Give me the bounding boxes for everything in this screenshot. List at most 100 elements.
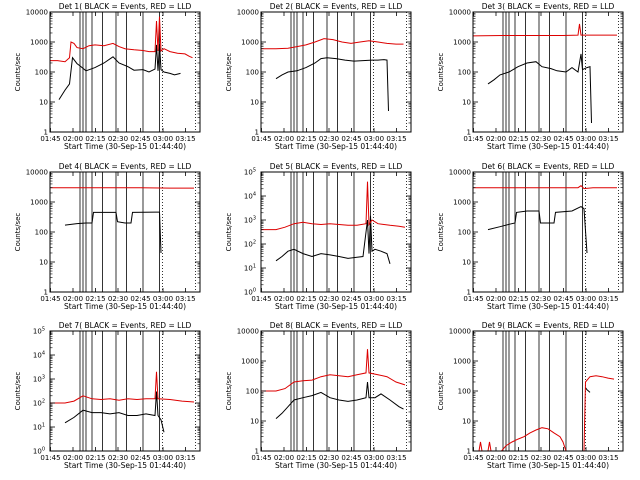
x-tick-label: 03:15 xyxy=(386,295,406,303)
x-tick-label: 01:45 xyxy=(251,454,271,462)
y-tick-label: 1 xyxy=(255,448,259,456)
x-tick-label: 02:45 xyxy=(341,295,361,303)
lld-series-line xyxy=(50,371,195,404)
events-series-line xyxy=(275,57,389,112)
y-tick-label: 1000 xyxy=(30,39,48,47)
y-tick-label: 100 xyxy=(35,229,48,237)
y-tick-label: 1 xyxy=(44,129,48,137)
x-axis-label: Start Time (30-Sep-15 01:44:40) xyxy=(64,302,186,311)
x-tick-label: 03:15 xyxy=(598,135,618,143)
x-tick-label: 02:30 xyxy=(319,135,339,143)
y-tick-label: 1000 xyxy=(30,199,48,207)
y-tick-label: 103 xyxy=(244,216,256,225)
y-tick-label: 102 xyxy=(33,399,45,408)
y-axis-label: Counts/sec xyxy=(437,213,445,252)
x-tick-label: 01:45 xyxy=(40,454,60,462)
events-series-line xyxy=(64,391,165,433)
y-tick-label: 102 xyxy=(244,240,256,249)
events-series-line xyxy=(275,381,404,419)
y-tick-label: 10 xyxy=(250,99,259,107)
x-tick-label: 02:45 xyxy=(341,454,361,462)
chart-title: Det 3( BLACK = Events, RED = LLD xyxy=(482,2,615,11)
x-axis-label: Start Time (30-Sep-15 01:44:40) xyxy=(275,302,397,311)
x-tick-label: 03:00 xyxy=(364,454,384,462)
x-tick-label: 03:00 xyxy=(576,135,596,143)
y-tick-label: 1000 xyxy=(241,358,259,366)
x-tick-label: 02:15 xyxy=(296,454,316,462)
y-tick-label: 10 xyxy=(462,99,471,107)
x-tick-label: 03:15 xyxy=(175,295,195,303)
x-tick-label: 02:00 xyxy=(63,295,83,303)
y-tick-label: 10 xyxy=(39,99,48,107)
x-tick-label: 03:00 xyxy=(153,135,173,143)
y-tick-label: 1000 xyxy=(453,358,471,366)
events-series-line xyxy=(64,211,162,254)
x-tick-label: 02:00 xyxy=(486,454,506,462)
chart-title: Det 2( BLACK = Events, RED = LLD xyxy=(270,2,403,11)
y-tick-label: 100 xyxy=(244,288,256,297)
y-tick-label: 100 xyxy=(33,447,45,456)
y-tick-label: 100 xyxy=(458,229,471,237)
y-tick-label: 1 xyxy=(467,129,471,137)
y-tick-label: 1 xyxy=(255,129,259,137)
x-tick-label: 01:45 xyxy=(251,295,271,303)
x-tick-label: 02:00 xyxy=(63,454,83,462)
y-tick-label: 1000 xyxy=(453,39,471,47)
y-tick-label: 10000 xyxy=(237,328,259,336)
lld-series-line xyxy=(261,181,406,231)
x-tick-label: 02:15 xyxy=(296,295,316,303)
x-tick-label: 03:00 xyxy=(153,454,173,462)
x-tick-label: 03:15 xyxy=(175,454,195,462)
lld-series-line xyxy=(261,349,406,392)
x-tick-label: 01:45 xyxy=(463,135,483,143)
chart-title: Det 9( BLACK = Events, RED = LLD xyxy=(482,321,615,330)
lld-series-line xyxy=(50,16,193,63)
chart-title: Det 6( BLACK = Events, RED = LLD xyxy=(482,162,615,171)
panel-det-8: Det 8( BLACK = Events, RED = LLD 01:45 02:… xyxy=(225,321,412,470)
x-axis-label: Start Time (30-Sep-15 01:44:40) xyxy=(487,142,609,151)
y-tick-label: 10 xyxy=(462,259,471,267)
x-tick-label: 02:45 xyxy=(553,295,573,303)
chart-title: Det 8( BLACK = Events, RED = LLD xyxy=(270,321,403,330)
y-tick-label: 104 xyxy=(244,192,256,201)
chart-title: Det 5( BLACK = Events, RED = LLD xyxy=(270,162,403,171)
x-axis-label: Start Time (30-Sep-15 01:44:40) xyxy=(64,461,186,470)
x-tick-label: 02:15 xyxy=(296,135,316,143)
y-tick-label: 10 xyxy=(250,418,259,426)
y-tick-label: 10 xyxy=(462,418,471,426)
x-tick-label: 03:00 xyxy=(576,295,596,303)
lld-series-line xyxy=(473,185,617,190)
y-axis-label: Counts/sec xyxy=(14,213,22,252)
y-tick-label: 100 xyxy=(35,69,48,77)
chart-title: Det 7( BLACK = Events, RED = LLD xyxy=(59,321,192,330)
y-axis-label: Counts/sec xyxy=(225,213,233,252)
x-tick-label: 02:00 xyxy=(274,135,294,143)
lld-series-line xyxy=(473,23,617,37)
y-tick-label: 10000 xyxy=(449,9,471,17)
y-axis-label: Counts/sec xyxy=(225,53,233,92)
x-tick-label: 02:30 xyxy=(108,295,128,303)
y-tick-label: 1 xyxy=(467,448,471,456)
x-tick-label: 02:30 xyxy=(319,295,339,303)
y-tick-label: 1000 xyxy=(241,39,259,47)
y-axis-label: Counts/sec xyxy=(225,372,233,411)
x-tick-label: 02:15 xyxy=(85,135,105,143)
events-series-line xyxy=(487,206,588,254)
x-tick-label: 02:45 xyxy=(130,454,150,462)
plot-frame xyxy=(260,330,412,452)
y-tick-label: 1 xyxy=(467,289,471,297)
x-tick-label: 02:45 xyxy=(130,135,150,143)
x-tick-label: 01:45 xyxy=(40,135,60,143)
y-tick-label: 10000 xyxy=(26,169,48,177)
events-series-line xyxy=(487,53,592,124)
x-tick-label: 02:00 xyxy=(63,135,83,143)
x-tick-label: 03:00 xyxy=(364,135,384,143)
panel-det-5: Det 5( BLACK = Events, RED = LLD 01:45 02:… xyxy=(225,162,412,311)
y-tick-label: 105 xyxy=(244,168,256,177)
y-tick-label: 100 xyxy=(458,388,471,396)
x-tick-label: 03:00 xyxy=(576,454,596,462)
